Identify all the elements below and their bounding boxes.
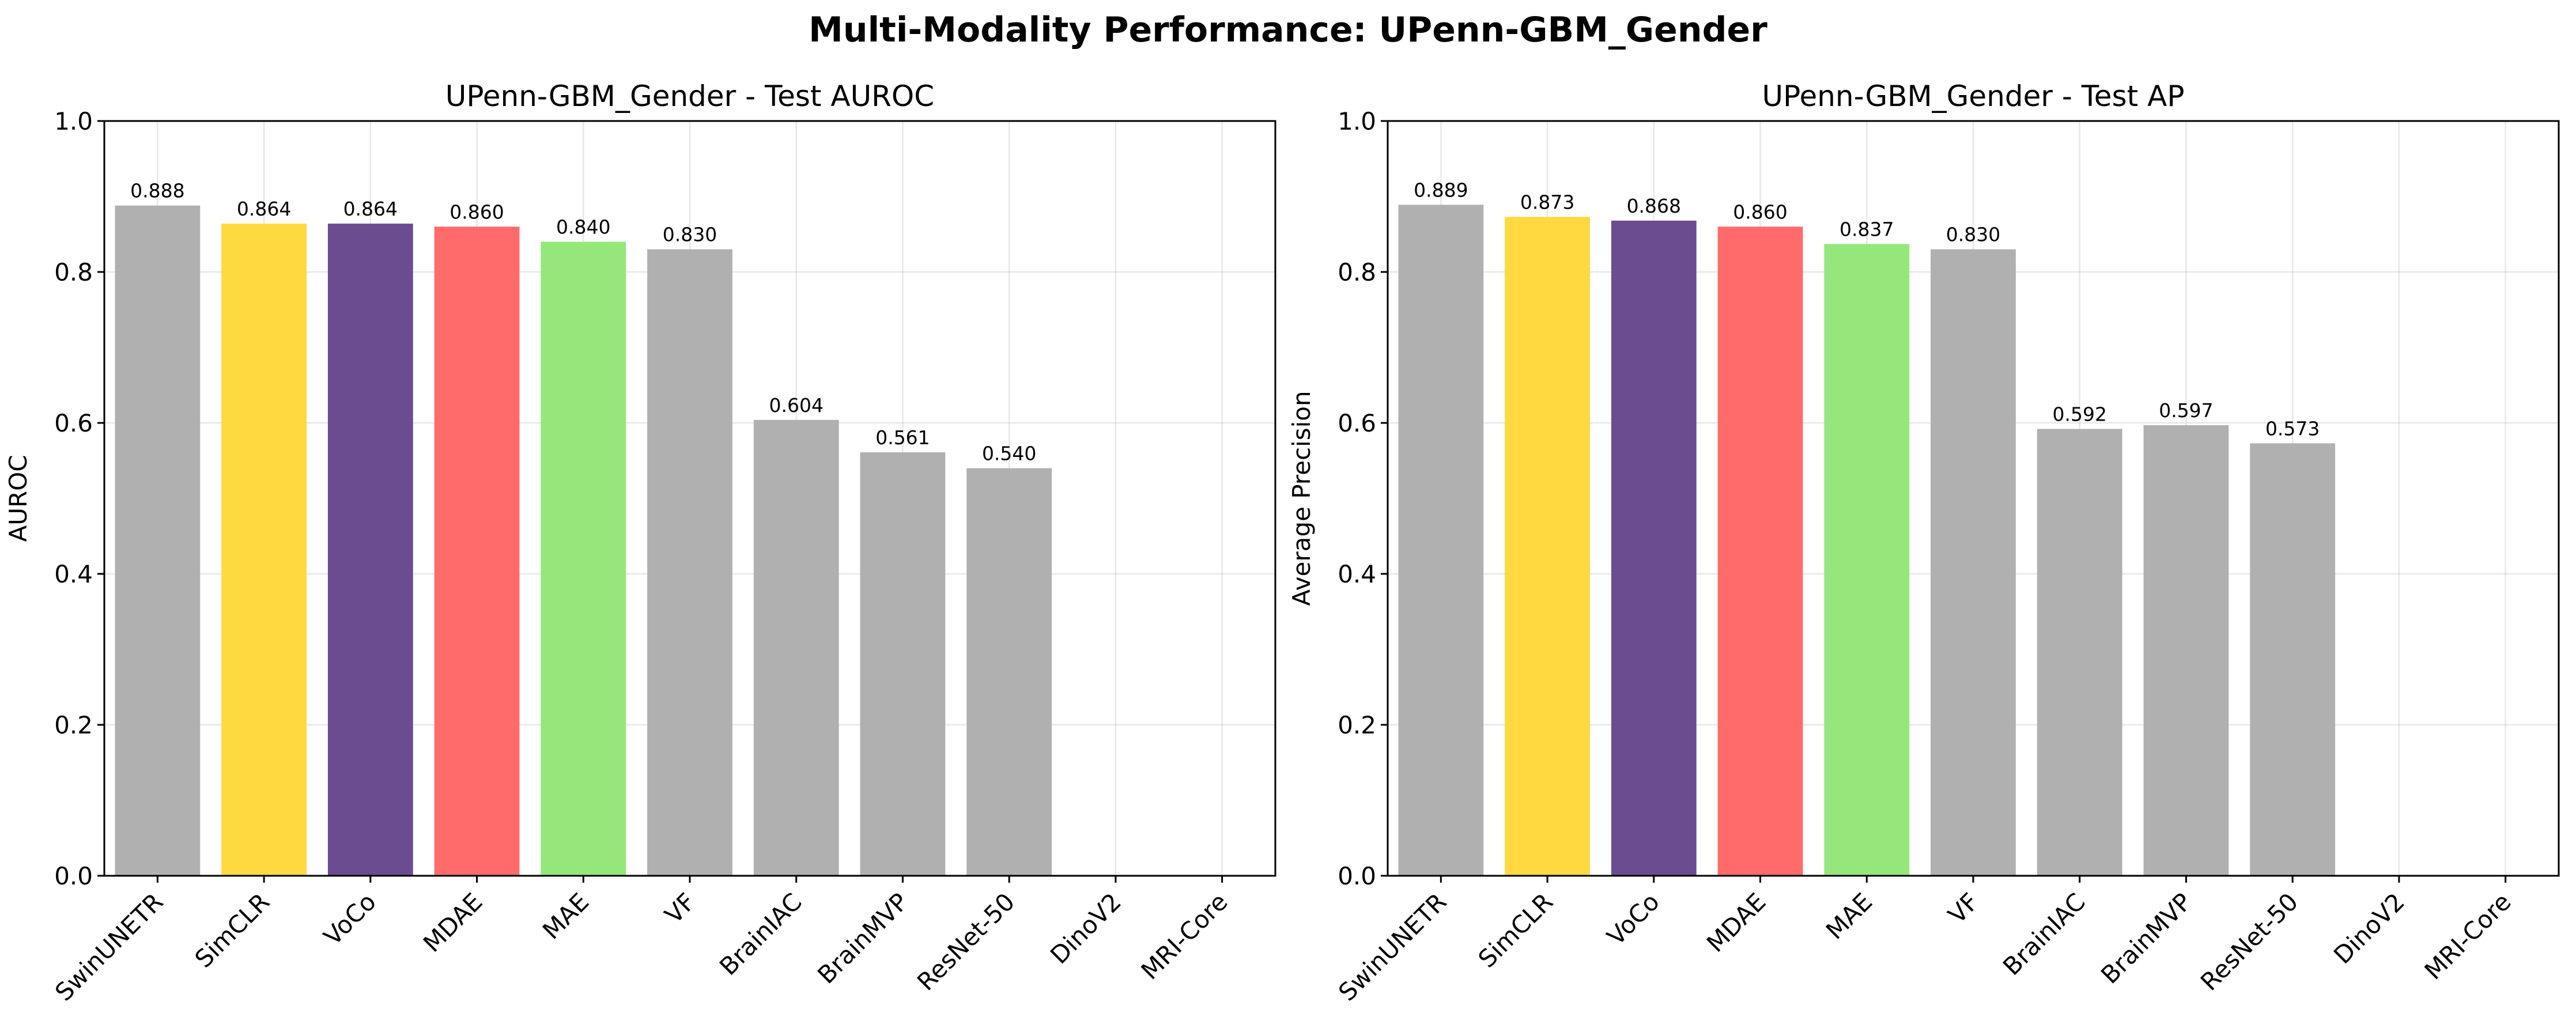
x-tick-label: VF [659, 887, 701, 929]
bar-value-label: 0.860 [450, 201, 504, 223]
bar-brainmvp [2143, 425, 2229, 876]
bar-value-label: 0.592 [2052, 403, 2106, 425]
x-tick-label: DinoV2 [1045, 887, 1127, 969]
bar-value-label: 0.888 [130, 180, 184, 202]
x-tick-label: VoCo [318, 887, 382, 951]
y-tick-label: 0.6 [54, 409, 93, 437]
bar-resnet-50 [2250, 443, 2336, 876]
x-tick-label: BrainIAC [1997, 887, 2091, 981]
bar-value-label: 0.868 [1627, 195, 1681, 217]
bar-value-label: 0.837 [1840, 218, 1894, 241]
bar-value-label: 0.540 [982, 442, 1036, 465]
bar-simclr [1505, 217, 1590, 876]
y-tick-label: 0.4 [54, 560, 93, 588]
bar-resnet-50 [966, 468, 1052, 876]
bar-value-label: 0.873 [1520, 191, 1574, 213]
x-tick-label: MRI-Core [1136, 887, 1233, 985]
bar-vf [1931, 249, 2016, 876]
x-tick-label: MAE [537, 887, 594, 944]
x-tick-label: SimCLR [190, 887, 275, 973]
y-tick-label: 0.6 [1338, 409, 1376, 437]
bar-value-label: 0.840 [556, 216, 610, 239]
bar-value-label: 0.573 [2265, 417, 2320, 440]
y-tick-label: 0.0 [54, 862, 93, 890]
bar-value-label: 0.864 [343, 198, 398, 220]
bar-value-label: 0.864 [237, 198, 291, 220]
bar-voco [1611, 220, 1697, 876]
x-tick-label: MAE [1820, 887, 1878, 944]
y-tick-label: 0.2 [54, 711, 93, 739]
figure-title: Multi-Modality Performance: UPenn-GBM_Ge… [809, 10, 1767, 50]
x-tick-label: SwinUNETR [50, 887, 168, 1006]
axes-title: UPenn-GBM_Gender - Test AP [1762, 80, 2185, 113]
x-tick-label: BrainIAC [714, 887, 807, 981]
bar-voco [327, 224, 413, 876]
y-tick-label: 0.4 [1338, 560, 1376, 588]
bar-vf [647, 249, 732, 876]
bar-value-label: 0.830 [1946, 224, 2000, 246]
bar-mdae [1717, 226, 1803, 876]
bar-value-label: 0.597 [2159, 399, 2213, 422]
x-tick-label: MRI-Core [2419, 887, 2517, 985]
x-tick-label: BrainMVP [812, 887, 913, 989]
bar-brainiac [2037, 429, 2122, 876]
bar-mae [541, 241, 626, 876]
x-tick-label: ResNet-50 [2195, 887, 2303, 996]
y-tick-label: 0.0 [1338, 862, 1376, 890]
auroc-chart: 0.888 0.864 0.864 0.860 0.840 0.830 0.604 0.561… [4, 80, 1276, 1007]
x-tick-label: VoCo [1601, 887, 1665, 951]
x-tick-label: MDAE [1701, 887, 1772, 958]
bar-swinunetr [1398, 205, 1484, 876]
y-axis-label: AUROC [4, 455, 32, 542]
bar-value-label: 0.561 [875, 426, 930, 449]
x-tick-label: ResNet-50 [912, 887, 1020, 996]
bar-value-label: 0.830 [663, 224, 717, 246]
bar-value-label: 0.889 [1414, 179, 1468, 201]
x-tick-label: BrainMVP [2095, 887, 2197, 989]
y-tick-label: 0.8 [1338, 258, 1376, 286]
bar-mae [1824, 244, 1910, 876]
bar-brainiac [753, 419, 839, 876]
axes-title: UPenn-GBM_Gender - Test AUROC [445, 80, 934, 113]
y-axis-label: Average Precision [1287, 391, 1316, 606]
y-tick-label: 1.0 [54, 107, 93, 135]
x-tick-label: MDAE [418, 887, 488, 958]
y-tick-label: 1.0 [1338, 107, 1376, 135]
x-tick-label: SwinUNETR [1333, 887, 1452, 1006]
x-tick-label: VF [1943, 887, 1984, 929]
y-tick-label: 0.8 [54, 258, 93, 286]
y-tick-label: 0.2 [1338, 711, 1376, 739]
bar-swinunetr [115, 205, 201, 876]
bar-simclr [221, 224, 307, 876]
bar-value-label: 0.860 [1733, 201, 1787, 223]
bar-value-label: 0.604 [769, 394, 823, 417]
x-tick-label: SimCLR [1473, 887, 1559, 973]
bar-brainmvp [860, 452, 946, 876]
bar-mdae [434, 226, 520, 876]
ap-chart: 0.889 0.873 0.868 0.860 0.837 0.830 0.592 0.597… [1287, 80, 2560, 1007]
x-tick-label: DinoV2 [2328, 887, 2410, 969]
